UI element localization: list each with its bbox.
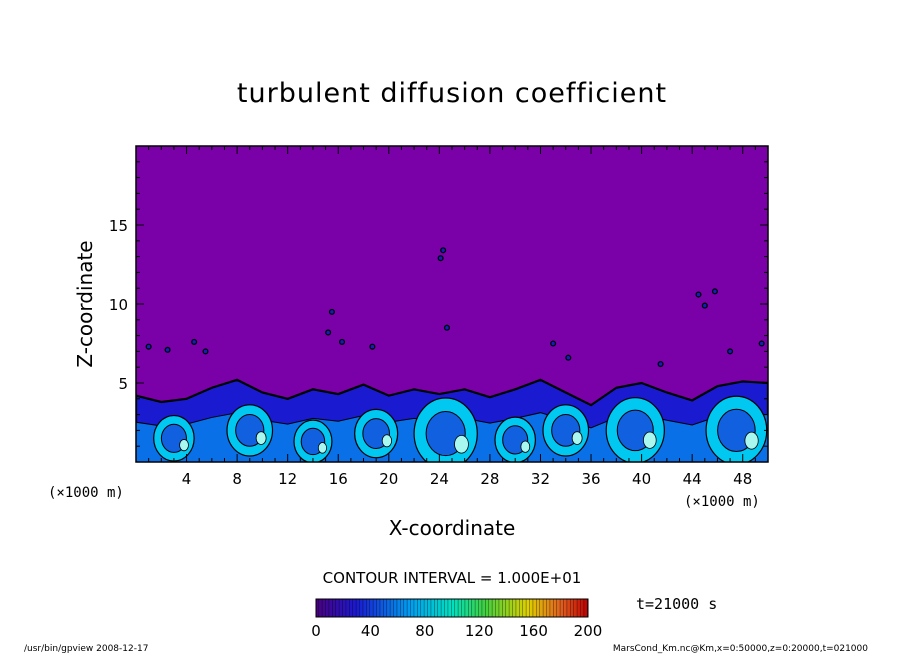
eddy-7-peak: [571, 431, 583, 445]
field-layers: [136, 247, 768, 462]
eddy-4-peak: [381, 434, 393, 448]
footer-left: /usr/bin/gpview 2008-12-17: [24, 644, 148, 654]
eddy-8-peak: [643, 431, 657, 449]
turbulent-blob-18: [727, 348, 734, 355]
eddy-6-peak: [520, 440, 531, 453]
y-tick-label: 5: [118, 375, 128, 393]
colorbar: 0 40 80 120 160 200: [311, 598, 602, 640]
colorbar-stripes: [318, 599, 588, 617]
eddy-1-peak: [179, 439, 189, 452]
x-axis-label: X-coordinate: [389, 516, 516, 540]
x-axis-ticks: 4 8 12 16 20 24 28 32 36 40 44 48: [148, 146, 756, 488]
turbulent-blob-13: [565, 354, 572, 361]
y-tick-label: 15: [109, 217, 128, 235]
colorbar-ticks: 0 40 80 120 160 200: [311, 622, 602, 640]
colorbar-tick-label: 200: [574, 622, 603, 640]
time-label: t=21000 s: [636, 595, 717, 613]
x-tick-label: 20: [379, 470, 398, 488]
y-axis-label: Z-coordinate: [73, 240, 97, 367]
x-tick-label: 24: [430, 470, 449, 488]
turbulent-blob-2: [164, 346, 171, 353]
turbulent-blob-9: [437, 255, 444, 262]
x-tick-label: 40: [632, 470, 651, 488]
turbulent-blob-6: [328, 308, 335, 315]
turbulent-blob-17: [701, 302, 708, 309]
x-tick-label: 48: [733, 470, 752, 488]
eddy-3-peak: [317, 442, 328, 454]
y-axis-ticks: 5 10 15: [109, 161, 768, 447]
x-tick-label: 16: [329, 470, 348, 488]
turbulent-blob-1: [145, 343, 152, 350]
turbulent-blob-14: [657, 360, 664, 368]
turbulent-blob-5: [325, 329, 332, 336]
turbulent-blob-10: [440, 247, 447, 254]
turbulent-blob-15: [695, 291, 702, 298]
x-tick-label: 28: [480, 470, 499, 488]
colorbar-tick-label: 80: [415, 622, 434, 640]
turbulent-blob-12: [550, 340, 557, 347]
colorbar-frame: [315, 598, 589, 618]
eddy-2-peak: [255, 431, 267, 445]
colorbar-tick-label: 160: [519, 622, 548, 640]
turbulent-blob-7: [338, 338, 346, 345]
turbulent-blob-3: [191, 338, 198, 345]
turbulent-blob-16: [711, 288, 718, 295]
colorbar-gradient: [316, 599, 588, 617]
x-tick-label: 4: [182, 470, 192, 488]
x-tick-label: 8: [232, 470, 242, 488]
y-tick-label: 10: [109, 296, 128, 314]
colorbar-tick-label: 120: [465, 622, 494, 640]
turbulent-blob-11: [443, 324, 450, 331]
x-tick-label: 32: [531, 470, 550, 488]
colorbar-tick-label: 0: [311, 622, 321, 640]
x-tick-label: 44: [683, 470, 702, 488]
turbulent-blob-19: [758, 340, 765, 347]
x-tick-label: 12: [278, 470, 297, 488]
footer-right: MarsCond_Km.nc@Km,x=0:50000,z=0:20000,t=…: [613, 644, 868, 654]
x-tick-label: 36: [581, 470, 600, 488]
chart-title: turbulent diffusion coefficient: [237, 78, 667, 109]
x-unit-label-left: (×1000 m): [48, 485, 124, 501]
turbulent-blob-8: [369, 343, 376, 350]
colorbar-tick-label: 40: [361, 622, 380, 640]
contour-interval-label: CONTOUR INTERVAL = 1.000E+01: [323, 569, 582, 587]
x-unit-label-right: (×1000 m): [684, 494, 760, 510]
turbulent-blob-4: [202, 348, 209, 355]
eddy-9-peak: [744, 431, 759, 450]
eddy-5-peak: [454, 434, 469, 454]
